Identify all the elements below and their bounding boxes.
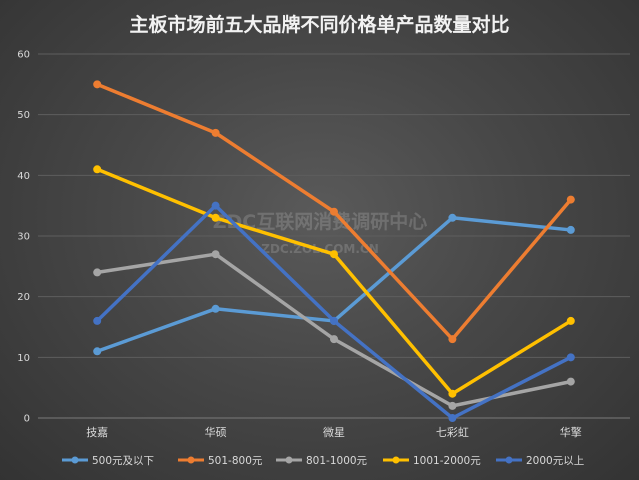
legend-item: 801-1000元 (276, 455, 368, 467)
data-point (93, 316, 102, 325)
series-1 (93, 213, 575, 356)
x-tick-label: 七彩虹 (436, 426, 469, 439)
data-point (448, 335, 457, 344)
data-point (566, 195, 575, 204)
series-3 (93, 250, 575, 410)
data-point (448, 389, 457, 398)
legend-swatch-marker (505, 456, 513, 464)
legend-item: 1001-2000元 (383, 455, 481, 467)
y-tick-label: 30 (17, 232, 30, 243)
chart-title: 主板市场前五大品牌不同价格单产品数量对比 (129, 13, 509, 36)
series-5 (93, 201, 575, 422)
series-4 (93, 165, 575, 398)
y-axis-ticks: 0 10 20 30 40 50 60 (17, 50, 30, 425)
series-line (95, 252, 573, 408)
data-point (93, 80, 102, 89)
data-point (211, 250, 220, 259)
data-point (330, 250, 338, 259)
data-point (330, 335, 338, 344)
legend-label: 2000元以上 (526, 455, 584, 467)
x-tick-label: 技嘉 (86, 425, 108, 439)
legend-item: 501-800元 (178, 455, 263, 467)
data-point (448, 213, 457, 222)
data-point (448, 414, 457, 422)
y-tick-label: 60 (17, 50, 30, 61)
legend-swatch-marker (392, 456, 400, 464)
legend-label: 501-800元 (208, 455, 263, 467)
data-point (566, 353, 575, 362)
y-tick-label: 10 (17, 353, 30, 364)
legend-item: 500元及以下 (62, 455, 154, 467)
data-point (566, 377, 575, 386)
legend-swatch-marker (285, 456, 293, 464)
legend-item: 2000元以上 (496, 455, 584, 467)
data-point (330, 316, 338, 325)
data-point (93, 165, 102, 174)
data-point (211, 304, 220, 313)
x-tick-label: 华擎 (560, 425, 582, 439)
gridlines (38, 53, 630, 419)
series-2 (93, 80, 575, 344)
legend-label: 500元及以下 (92, 455, 154, 467)
data-point (93, 347, 102, 356)
x-tick-label: 华硕 (205, 425, 227, 439)
x-tick-label: 微星 (323, 425, 345, 439)
legend-swatch-marker (187, 456, 195, 464)
legend: 500元及以下 501-800元 801-1000元 1001-2000元 2000元以… (62, 455, 584, 467)
legend-label: 801-1000元 (306, 455, 368, 467)
data-point (211, 201, 220, 210)
data-point (211, 128, 220, 137)
data-point (211, 213, 220, 222)
y-tick-label: 50 (17, 110, 30, 121)
y-tick-label: 40 (17, 171, 30, 182)
data-point (93, 268, 102, 277)
data-point (330, 207, 338, 216)
y-tick-label: 20 (17, 292, 30, 303)
series-line (95, 203, 573, 420)
legend-label: 1001-2000元 (413, 455, 481, 467)
data-point (448, 401, 457, 410)
x-axis-ticks: 技嘉 华硕 微星 七彩虹 华擎 (86, 425, 582, 439)
y-tick-label: 0 (24, 414, 30, 425)
data-point (566, 225, 575, 234)
data-point (566, 316, 575, 325)
series-lines (93, 80, 575, 422)
legend-swatch-marker (71, 456, 79, 464)
watermark-line1: ZDC互联网消费调研中心 (213, 210, 428, 233)
